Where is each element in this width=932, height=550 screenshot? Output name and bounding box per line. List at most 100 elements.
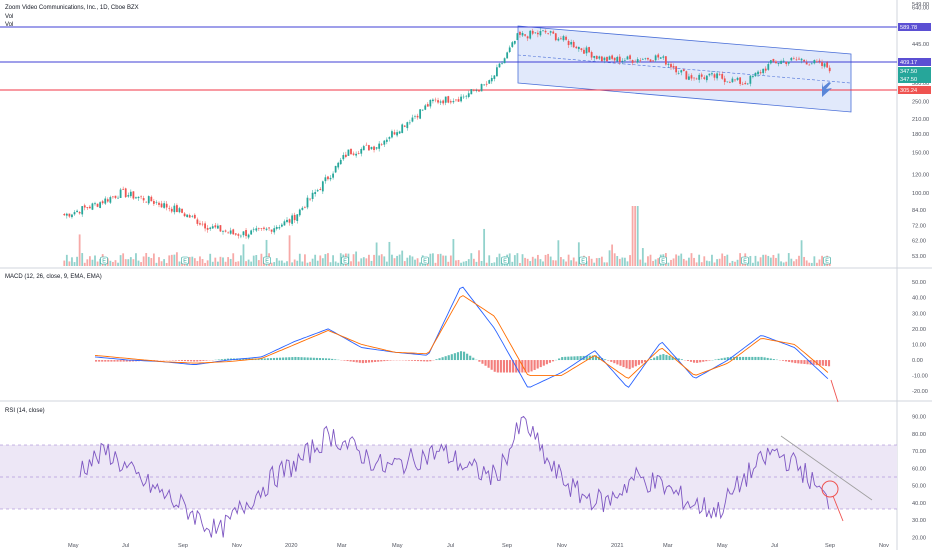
rsi-tick-label: 70.00 [912,449,926,455]
candle [278,224,281,230]
macd-histogram-bar [739,356,742,361]
macd-histogram-bar [806,360,809,365]
candle [242,231,245,238]
candle [826,60,829,68]
candle [227,231,230,234]
candle [234,233,237,236]
candle [398,130,401,135]
candle [800,57,803,64]
candle [109,195,112,204]
price-tick-label: 210.00 [912,117,929,123]
volume-bar [475,261,478,266]
macd-histogram-bar [279,357,282,361]
macd-histogram-bar [791,360,794,363]
volume-bar [280,260,283,266]
earnings-marker[interactable]: E [421,256,429,265]
candle [688,73,690,81]
volume-bar [562,259,565,266]
macd-histogram-bar [202,360,205,361]
macd-histogram-bar [199,360,202,362]
candle [71,213,73,219]
candle [700,72,703,80]
volume-bar [542,261,544,266]
candle [490,75,493,84]
time-tick-label: Jul [447,543,454,549]
macd-histogram-bar [496,360,499,373]
macd-histogram-bar [371,360,374,363]
macd-histogram-bar [484,360,487,366]
candle [585,45,588,57]
candle [173,203,176,215]
volume-bar [355,251,358,266]
macd-histogram-bar [518,360,521,373]
earnings-marker[interactable]: E [579,256,587,265]
volume-bar [199,256,201,266]
volume-bar [132,259,135,266]
volume-bar [257,260,260,266]
volume-bar [247,259,250,266]
macd-histogram-bar [735,356,739,361]
earnings-marker[interactable]: E [181,256,189,265]
macd-histogram-bar [643,360,647,362]
candle [611,54,614,61]
volume-bar [603,262,606,266]
macd-histogram-bar [463,351,466,361]
volume-bar [803,256,806,266]
macd-histogram-bar [708,360,711,361]
candle [393,129,396,136]
volume-bar [792,261,795,266]
candle [229,227,232,235]
candle [112,195,114,199]
time-tick-label: Jul [771,543,778,549]
macd-histogram-bar [417,360,420,362]
earnings-marker[interactable]: E [263,256,271,265]
macd-histogram-bar [374,360,377,362]
earnings-marker[interactable]: E [823,256,831,265]
candle [731,76,734,83]
volume-bar [723,256,726,266]
macd-histogram-bar [306,357,309,361]
volume-bar [375,242,378,266]
volume-bar [570,260,573,266]
macd-histogram-bar [524,360,527,373]
candle [224,229,227,233]
volume-bar [726,254,729,266]
earnings-marker[interactable]: E [100,256,108,265]
candle [475,88,478,93]
macd-histogram-bar [413,360,417,361]
macd-histogram-bar [318,358,322,361]
earnings-marker[interactable]: E [659,256,667,265]
earnings-marker[interactable]: E [501,256,509,265]
earnings-marker[interactable]: E [741,256,749,265]
macd-histogram-bar [377,360,380,362]
candle [775,60,777,64]
macd-histogram-bar [205,360,208,361]
time-tick-label: Sep [178,543,188,549]
macd-histogram-bar [788,360,791,362]
candle [117,195,119,200]
volume-bar [800,240,803,266]
candle [631,59,634,66]
candle [547,32,550,35]
candle [790,56,793,62]
candle [127,192,130,198]
volume-bar [590,258,593,266]
candle [823,62,826,69]
macd-histogram-bar [128,360,131,362]
candle [752,74,754,79]
candle [414,114,416,119]
volume-bar [91,259,94,266]
macd-histogram-bar [260,358,263,361]
volume-bar [288,235,291,266]
price-tick-label: 300.00 [912,81,929,87]
macd-histogram-bar [472,357,475,361]
rsi-tick-label: 20.00 [912,536,926,542]
macd-histogram-bar [619,360,622,366]
volume-bar [137,260,140,266]
volume-bar [734,261,736,266]
macd-line [94,286,829,388]
candle [142,195,145,204]
earnings-marker[interactable]: E [341,256,349,265]
volume-bar [86,259,89,266]
time-tick-label: Sep [502,543,512,549]
